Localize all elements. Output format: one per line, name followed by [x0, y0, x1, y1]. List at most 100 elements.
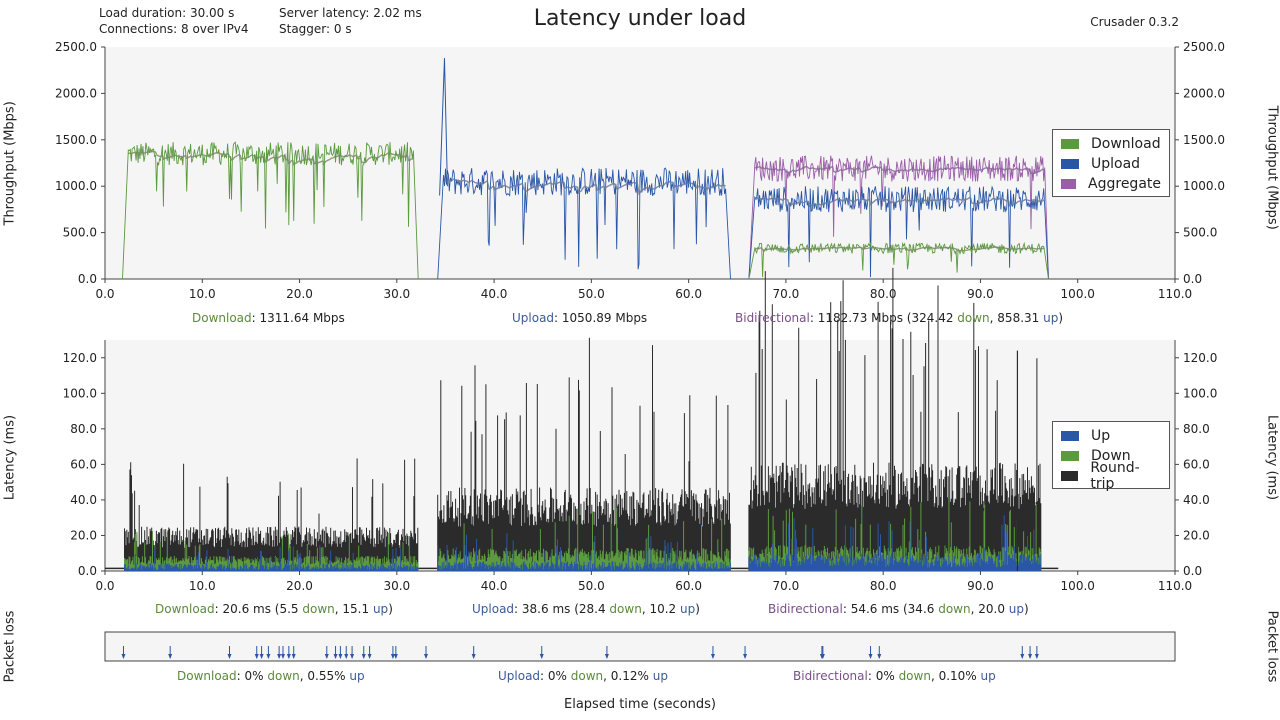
throughput-xtick-label: 20.0 — [286, 287, 313, 301]
latency-series — [105, 267, 1059, 571]
latency-summary-upload: Upload: 38.6 ms (28.4 down, 10.2 up) — [472, 602, 700, 616]
latency-ytick-label: 60.0 — [1183, 457, 1210, 471]
throughput-xtick-label: 70.0 — [773, 287, 800, 301]
loss-marker-arrow — [710, 654, 715, 659]
throughput-ytick-label: 2000.0 — [55, 86, 97, 100]
loss-marker-arrow — [367, 654, 372, 659]
legend-label: Down — [1091, 448, 1131, 464]
throughput-ytick-label: 1000.0 — [55, 179, 97, 193]
loss-summary-upload: Upload: 0% down, 0.12% up — [498, 669, 668, 683]
loss-marker-arrow — [227, 654, 232, 659]
latency-xtick-label: 80.0 — [870, 579, 897, 593]
latency-ytick-label: 20.0 — [1183, 528, 1210, 542]
loss-summary-download: Download: 0% down, 0.55% up — [177, 669, 365, 683]
legend-swatch-upload — [1061, 159, 1079, 169]
throughput-xtick-label: 60.0 — [675, 287, 702, 301]
aggregate-line-average — [754, 165, 1045, 175]
latency-xtick-label: 60.0 — [675, 579, 702, 593]
throughput-xtick-label: 80.0 — [870, 287, 897, 301]
loss-marker-arrow — [393, 654, 398, 659]
latency-ytick-label: 100.0 — [63, 386, 97, 400]
latency-xtick-label: 10.0 — [189, 579, 216, 593]
connections: Connections: 8 over IPv4 — [99, 22, 249, 36]
loss-marker-arrow — [350, 654, 355, 659]
throughput-ytick-label: 1000.0 — [1183, 179, 1225, 193]
throughput-xtick-label: 0.0 — [95, 287, 114, 301]
loss-marker-arrow — [121, 654, 126, 659]
latency-xtick-label: 100.0 — [1061, 579, 1095, 593]
loss-ylabel-left: Packet loss — [2, 610, 18, 683]
latency-ytick-label: 20.0 — [70, 528, 97, 542]
loss-marker-arrow — [254, 654, 259, 659]
legend-label: Up — [1091, 428, 1111, 444]
throughput-plot-area — [105, 47, 1175, 279]
chart-title: Latency under load — [533, 6, 747, 31]
loss-marker-arrow — [281, 654, 286, 659]
throughput-ytick-label: 1500.0 — [1183, 133, 1225, 147]
legend-item-download: Download — [1061, 134, 1161, 154]
legend-swatch-down — [1061, 451, 1079, 461]
throughput-ytick-label: 0.0 — [1183, 272, 1202, 286]
legend-swatch-roundtrip — [1061, 471, 1079, 481]
throughput-xtick-label: 110.0 — [1158, 287, 1192, 301]
latency-xtick-label: 30.0 — [383, 579, 410, 593]
throughput-ytick-label: 2500.0 — [1183, 40, 1225, 54]
loss-marker-arrow — [424, 654, 428, 659]
throughput-ytick-label: 2500.0 — [55, 40, 97, 54]
latency-xtick-label: 40.0 — [481, 579, 508, 593]
download-line-average — [128, 150, 414, 166]
bidirectional-download-line-average — [754, 246, 1045, 252]
latency-ytick-label: 120.0 — [63, 351, 97, 365]
bidirectional-up-bars — [748, 515, 1042, 571]
legend-swatch-download — [1061, 139, 1079, 149]
throughput-ytick-label: 1500.0 — [55, 133, 97, 147]
upload-line — [437, 167, 731, 280]
latency-ytick-label: 60.0 — [70, 457, 97, 471]
version-label: Crusader 0.3.2 — [1090, 15, 1179, 29]
legend-label: Round-trip — [1090, 460, 1140, 492]
loss-ylabel-right: Packet loss — [1264, 610, 1280, 683]
legend-label: Upload — [1091, 156, 1141, 172]
x-axis-label: Elapsed time (seconds) — [564, 697, 716, 712]
loss-marker-arrow — [338, 654, 343, 659]
throughput-summary-bidirectional: Bidirectional: 1182.73 Mbps (324.42 down… — [735, 311, 1064, 325]
throughput-ytick-label: 0.0 — [78, 272, 97, 286]
upload-rtt-bars — [437, 337, 731, 571]
load-duration: Load duration: 30.00 s — [99, 6, 235, 20]
legend-item-down: Down — [1061, 446, 1161, 466]
throughput-xtick-label: 10.0 — [189, 287, 216, 301]
upload-up-bars — [437, 533, 731, 571]
loss-marker-arrow — [471, 654, 476, 659]
throughput-xtick-label: 40.0 — [481, 287, 508, 301]
server-latency: Server latency: 2.02 ms — [279, 6, 422, 20]
loss-marker-arrow — [266, 654, 271, 659]
latency-xtick-label: 0.0 — [95, 579, 114, 593]
bidirectional-upload-line-average — [754, 196, 1045, 208]
legend-label: Aggregate — [1088, 176, 1161, 192]
loss-marker-arrow — [604, 654, 609, 659]
latency-xtick-label: 20.0 — [286, 579, 313, 593]
loss-marker-arrow — [291, 654, 296, 659]
latency-summary-bidirectional: Bidirectional: 54.6 ms (34.6 down, 20.0 … — [768, 602, 1029, 616]
latency-ytick-label: 120.0 — [1183, 351, 1217, 365]
throughput-ylabel-left: Throughput (Mbps) — [2, 101, 18, 226]
loss-marker-arrow — [1020, 654, 1025, 659]
legend-item-upload: Upload — [1061, 154, 1161, 174]
latency-xtick-label: 90.0 — [967, 579, 994, 593]
throughput-summary-download: Download: 1311.64 Mbps — [192, 311, 345, 325]
throughput-ylabel-right: Throughput (Mbps) — [1264, 105, 1280, 230]
loss-marker-arrow — [743, 654, 748, 659]
loss-marker-arrow — [168, 654, 173, 659]
loss-marker-arrow — [324, 654, 329, 659]
throughput-xtick-label: 30.0 — [383, 287, 410, 301]
loss-marker-arrow — [259, 654, 264, 659]
loss-markers — [121, 646, 1039, 659]
legend-swatch-up — [1061, 431, 1079, 441]
throughput-xtick-label: 50.0 — [578, 287, 605, 301]
bidirectional-upload-line — [748, 185, 1049, 280]
throughput-ytick-label: 500.0 — [63, 226, 97, 240]
latency-ytick-label: 40.0 — [1183, 493, 1210, 507]
throughput-xtick-label: 100.0 — [1061, 287, 1095, 301]
loss-marker-arrow — [333, 654, 338, 659]
